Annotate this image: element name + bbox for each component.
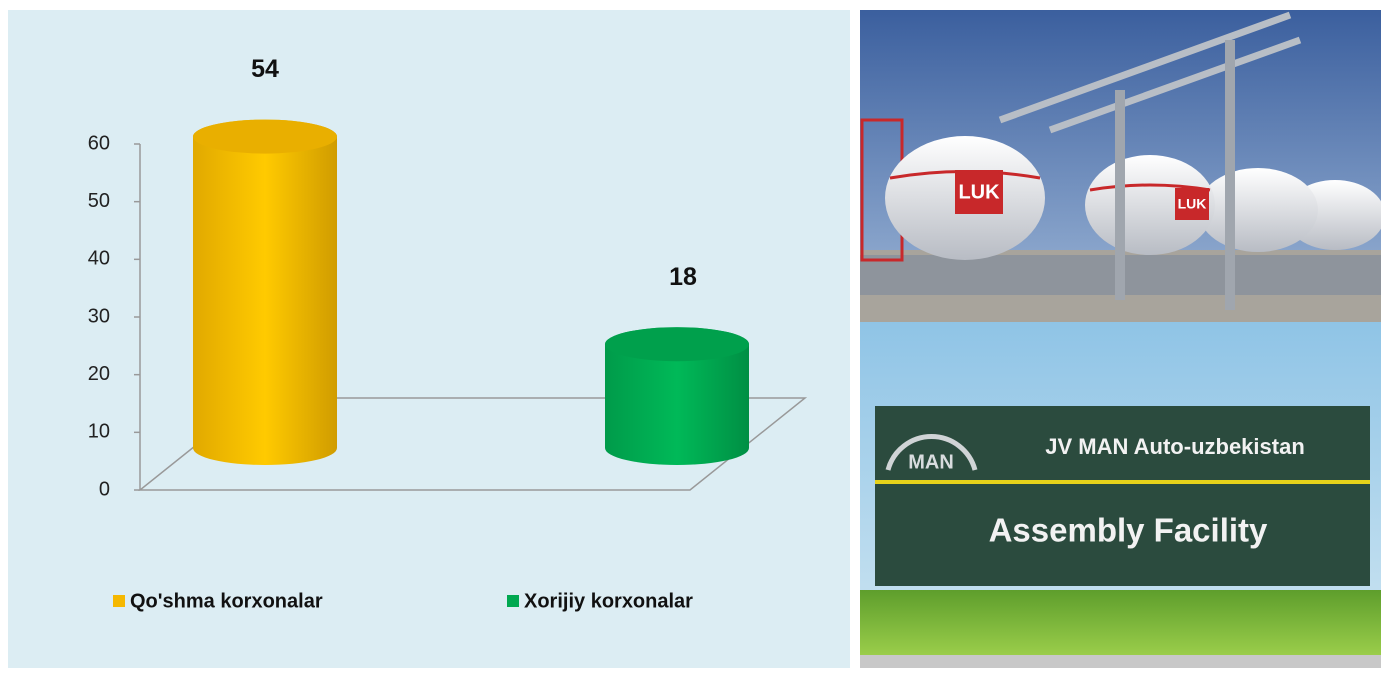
y-tick-label: 20 [88,363,110,385]
y-tick-label: 30 [88,305,110,327]
page: 0 10 20 30 40 50 60 54 Qo'shma korxonalar 18 Xorij… [0,0,1381,673]
y-tick-label: 60 [88,132,110,154]
data-label: 18 [669,263,697,291]
road [860,655,1381,668]
photo-tanks: LUK LUK [860,10,1381,322]
data-label: 54 [251,55,279,83]
legend-label: Xorijiy korxonalar [524,590,693,612]
y-tick-label: 10 [88,421,110,443]
cylinder-top [605,327,749,361]
cylinder [193,120,337,465]
logo: LUK [1178,196,1207,212]
y-tick-label: 50 [88,190,110,212]
sign-title: JV MAN Auto-uzbekistan [1045,434,1305,459]
photo-sign: MAN JV MAN Auto-uzbekistan Assembly Faci… [860,322,1381,668]
sign-subtitle: Assembly Facility [989,512,1268,549]
legend-swatch [507,595,519,607]
tank [1198,168,1318,252]
y-tick-label: 40 [88,248,110,270]
legend-label: Qo'shma korxonalar [130,590,323,612]
legend-swatch [113,595,125,607]
cylinder-top [193,120,337,154]
logo: MAN [908,451,954,473]
logo: LUK [958,181,1000,203]
grass [860,590,1381,655]
y-tick-label: 0 [99,478,110,500]
slide: 0 10 20 30 40 50 60 54 Qo'shma korxonalar 18 Xorij… [0,0,1381,673]
